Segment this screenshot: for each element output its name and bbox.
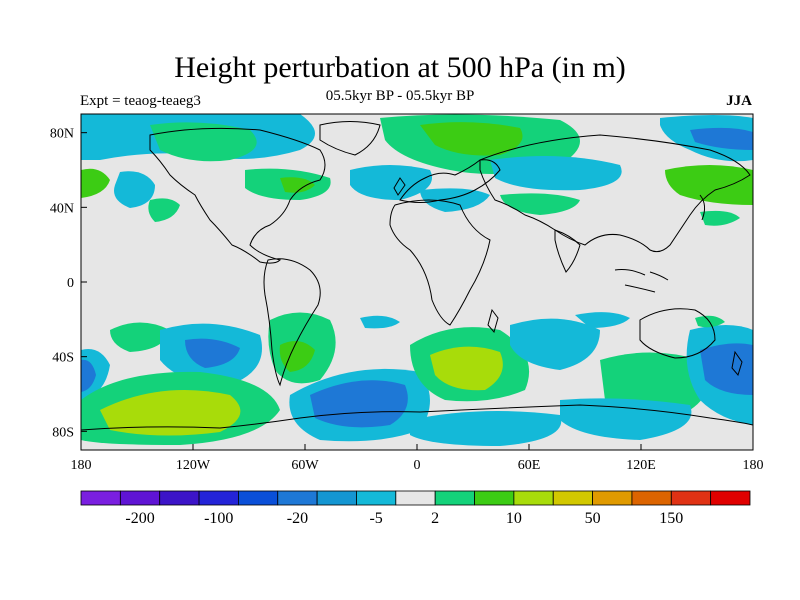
colorbar-swatch (592, 490, 633, 506)
lat-tick-label: 40S (52, 351, 74, 366)
anomaly-region (560, 398, 692, 440)
lon-tick-label: 120E (626, 458, 656, 473)
anomaly-region (420, 122, 523, 156)
anomaly-region (279, 341, 315, 372)
colorbar-label: -100 (204, 510, 233, 527)
experiment-label: Expt = teaog-teaeg3 (80, 93, 201, 109)
anomaly-region (81, 168, 110, 198)
coastlines (81, 121, 753, 431)
colorbar: -200 -100 -20 -5 2 10 50 150 (80, 490, 751, 527)
anomaly-region (310, 380, 408, 428)
lon-axis: 180 120W 60W 0 60E 120E 180 (71, 444, 764, 473)
colorbar-swatch (198, 490, 239, 506)
colorbar-swatch (631, 490, 672, 506)
colorbar-swatch (119, 490, 161, 506)
lon-tick-label: 60W (291, 458, 319, 473)
colorbar-label: 50 (585, 510, 601, 527)
anomaly-region (148, 198, 180, 222)
anomaly-region (110, 322, 170, 352)
colorbar-label: -200 (125, 510, 154, 527)
anomaly-region (695, 315, 725, 328)
anomaly-region (500, 193, 580, 215)
anomaly-region (100, 390, 241, 436)
map-panel (81, 114, 753, 450)
lon-tick-label: 120W (176, 458, 211, 473)
anomaly-region (350, 165, 432, 200)
anomaly-region (430, 346, 503, 391)
colorbar-label: 10 (506, 510, 522, 527)
colorbar-swatch (277, 490, 318, 506)
colorbar-label: 150 (659, 510, 683, 527)
lon-tick-label: 60E (518, 458, 541, 473)
colorbar-swatch (434, 490, 475, 506)
colorbar-swatch (316, 490, 357, 506)
colorbar-swatch (552, 490, 593, 506)
anomaly-fields (81, 114, 753, 446)
colorbar-swatch (238, 490, 279, 506)
anomaly-region (420, 188, 490, 212)
anomaly-region (575, 312, 630, 328)
lat-tick-label: 80N (50, 127, 74, 142)
anomaly-region (114, 171, 155, 208)
anomaly-region (510, 318, 600, 370)
lat-tick-label: 40N (50, 201, 74, 216)
anomaly-region (410, 411, 562, 446)
season-label: JJA (726, 93, 752, 109)
anomaly-region (600, 352, 708, 414)
colorbar-swatch (356, 490, 397, 506)
anomaly-region (280, 177, 315, 193)
lon-tick-label: 0 (414, 458, 421, 473)
lat-tick-label: 0 (67, 276, 74, 291)
anomaly-region (185, 338, 240, 368)
anomaly-region (490, 156, 622, 191)
colorbar-label: 2 (431, 510, 439, 527)
lon-tick-label: 180 (71, 458, 92, 473)
anomaly-region (360, 315, 400, 329)
colorbar-label: -20 (287, 510, 308, 527)
colorbar-swatch (159, 490, 200, 506)
colorbar-label: -5 (369, 510, 382, 527)
lat-axis: 80N 40N 0 40S 80S (50, 127, 87, 440)
anomaly-region (690, 127, 753, 150)
page-title: Height perturbation at 500 hPa (in m) (174, 51, 626, 84)
colorbar-swatch (80, 490, 121, 506)
anomaly-region (81, 359, 96, 392)
anomaly-region (665, 165, 753, 205)
anomaly-region (700, 343, 753, 395)
colorbar-swatch (474, 490, 515, 506)
anomaly-region (700, 210, 740, 226)
colorbar-swatch (670, 490, 712, 506)
colorbar-swatch (710, 490, 751, 506)
period-subtitle: 05.5kyr BP - 05.5kyr BP (325, 88, 475, 104)
lon-tick-label: 180 (743, 458, 764, 473)
colorbar-swatch (513, 490, 554, 506)
anomaly-region (150, 122, 257, 162)
colorbar-swatch (395, 490, 436, 506)
lat-tick-label: 80S (52, 425, 74, 440)
